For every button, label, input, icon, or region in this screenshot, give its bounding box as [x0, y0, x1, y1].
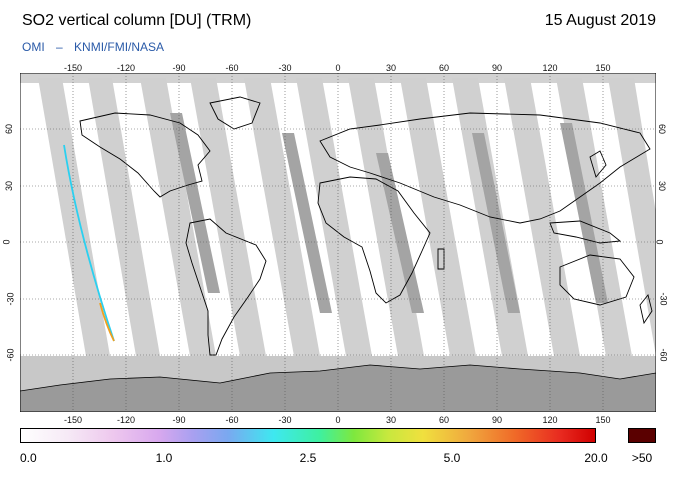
- credit-line: OMI – KNMI/FMI/NASA: [22, 40, 172, 54]
- map-canvas: [20, 73, 656, 412]
- credit-dash: –: [56, 40, 63, 54]
- lat-tick-left: -60: [5, 348, 16, 362]
- lon-tick-bottom: 120: [542, 415, 558, 425]
- so2-streak-high: [99, 302, 115, 342]
- lon-tick-bottom: -120: [116, 415, 136, 425]
- lat-tick-left: -30: [5, 292, 16, 306]
- north-polar-nodata: [20, 73, 656, 83]
- lon-tick-top: -30: [278, 63, 292, 73]
- japan-outline: [589, 150, 607, 178]
- colorbar-over-label: >50: [631, 451, 653, 465]
- lat-tick-left: 30: [4, 180, 15, 192]
- lat-tick-left: 60: [4, 123, 15, 135]
- map-date: 15 August 2019: [544, 12, 656, 29]
- lon-tick-bottom: 30: [385, 415, 397, 425]
- lon-tick-top: 120: [542, 63, 558, 73]
- lon-tick-bottom: 0: [335, 415, 341, 425]
- lon-tick-bottom: 60: [438, 415, 450, 425]
- new-zealand-outline: [639, 294, 653, 325]
- lat-tick-right: 0: [654, 239, 665, 245]
- lat-tick-right: -30: [658, 292, 669, 306]
- south-america-outline: [185, 218, 267, 356]
- lon-tick-bottom: 150: [595, 415, 611, 425]
- lon-tick-top: 0: [335, 63, 341, 73]
- colorbar-label: 2.5: [299, 451, 317, 465]
- lon-tick-bottom: -150: [63, 415, 83, 425]
- colorbar-label: 5.0: [443, 451, 461, 465]
- north-america-outline: [79, 112, 211, 198]
- australia-outline: [559, 254, 635, 306]
- lon-tick-top: 60: [438, 63, 450, 73]
- orbit-swath-bands: [38, 78, 656, 356]
- lat-tick-left: 0: [1, 239, 12, 245]
- lon-tick-top: -120: [116, 63, 136, 73]
- graticule: [20, 73, 656, 412]
- maritime-asia-outline: [549, 220, 622, 244]
- lon-tick-top: -150: [63, 63, 83, 73]
- colorbar-label: 20.0: [584, 451, 608, 465]
- lat-tick-right: 60: [657, 123, 668, 135]
- lon-tick-top: 150: [595, 63, 611, 73]
- lat-tick-right: 30: [657, 180, 668, 192]
- so2-streak: [63, 144, 115, 342]
- colorbar-label: 0.0: [20, 451, 37, 465]
- map-title: SO2 vertical column [DU] (TRM): [22, 12, 252, 29]
- lon-tick-bottom: -90: [172, 415, 186, 425]
- lon-tick-top: 90: [491, 63, 503, 73]
- lon-tick-top: 30: [385, 63, 397, 73]
- lon-tick-top: -60: [225, 63, 239, 73]
- lon-tick-bottom: -30: [278, 415, 292, 425]
- colorbar-label: 1.0: [155, 451, 173, 465]
- greenland-outline: [209, 96, 261, 130]
- lon-tick-top: -90: [172, 63, 186, 73]
- eurasia-outline: [319, 112, 651, 224]
- so2-map: [20, 73, 656, 412]
- colorbar: [20, 428, 596, 443]
- colorbar-overflow-swatch: [628, 428, 656, 443]
- credit-institutions: KNMI/FMI/NASA: [74, 40, 165, 54]
- lon-tick-bottom: -60: [225, 415, 239, 425]
- lon-tick-bottom: 90: [491, 415, 503, 425]
- lat-tick-right: -60: [658, 348, 669, 362]
- credit-instrument: OMI: [22, 40, 45, 54]
